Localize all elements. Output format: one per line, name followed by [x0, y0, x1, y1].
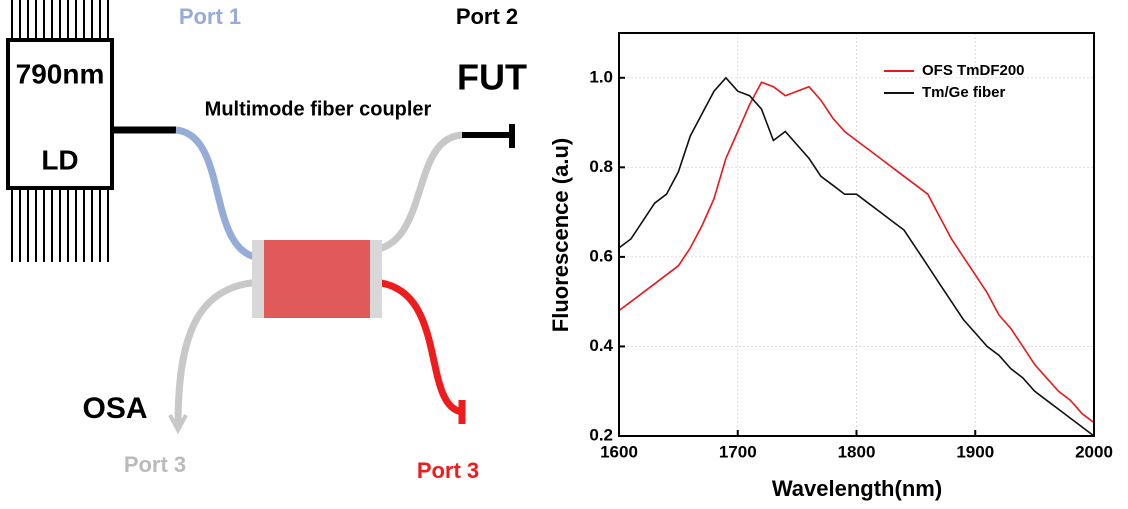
- y-tick-label: 0.6: [589, 246, 613, 265]
- legend-label: OFS TmDF200: [922, 62, 1025, 79]
- arrow: [168, 414, 188, 435]
- plot-frame: [618, 32, 1095, 437]
- x-tick-label: 1800: [838, 442, 876, 461]
- label: Port 2: [456, 4, 518, 29]
- fiber: [175, 126, 263, 262]
- label: OSA: [82, 392, 147, 425]
- label: LD: [41, 144, 78, 175]
- y-tick-label: 0.4: [589, 336, 613, 355]
- y-tick-label: 0.8: [589, 157, 613, 176]
- label: Port 3: [124, 452, 186, 477]
- fiber: [371, 278, 466, 424]
- label: Port 3: [417, 458, 479, 483]
- ld-box: [6, 38, 114, 190]
- series-line: [618, 81, 1095, 424]
- x-axis-label: Wavelength(nm): [772, 476, 942, 501]
- label: Port 1: [179, 4, 241, 29]
- label: FUT: [457, 57, 527, 98]
- ld-pins: [11, 0, 109, 262]
- label: 790nm: [16, 58, 105, 89]
- fiber: [174, 278, 263, 426]
- label: Multimode fiber coupler: [205, 98, 432, 120]
- series-line: [618, 76, 1095, 437]
- y-tick-label: 0.2: [589, 425, 613, 444]
- x-tick-label: 1600: [600, 442, 638, 461]
- fiber: [371, 131, 463, 254]
- coupler: [264, 240, 370, 318]
- x-tick-label: 2000: [1075, 442, 1113, 461]
- diagram: 790nm LD Port 1 Port 2 FUT Multimode fib…: [6, 0, 527, 483]
- y-tick-label: 1.0: [589, 67, 613, 86]
- y-axis-label: Fluorescence (a.u): [548, 138, 573, 332]
- x-tick-label: 1700: [719, 442, 757, 461]
- chart: Wavelength(nm) Fluorescence (a.u) 0.2 0.4…: [548, 32, 1113, 501]
- fiber: [462, 124, 515, 148]
- legend-label: Tm/Ge fiber: [922, 84, 1006, 101]
- x-tick-label: 1900: [956, 442, 994, 461]
